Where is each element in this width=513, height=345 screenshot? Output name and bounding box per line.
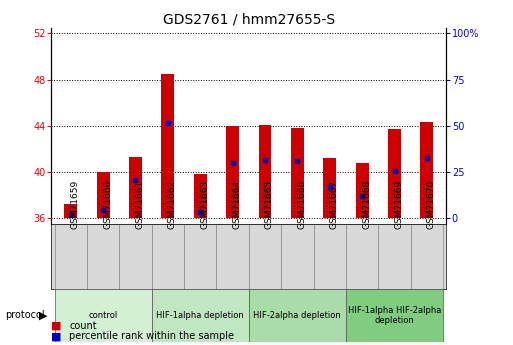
Text: ■: ■: [51, 332, 62, 341]
Text: GSM71660: GSM71660: [103, 180, 112, 229]
Bar: [346, 289, 443, 342]
Bar: [120, 224, 152, 289]
Text: GSM71668: GSM71668: [362, 180, 371, 229]
Text: ▶: ▶: [38, 310, 47, 321]
Bar: [54, 224, 87, 289]
Bar: [249, 224, 281, 289]
Bar: [194, 174, 207, 218]
Bar: [226, 126, 239, 218]
Text: GSM71669: GSM71669: [394, 180, 404, 229]
Text: GSM71663: GSM71663: [200, 180, 209, 229]
Bar: [152, 289, 249, 342]
Bar: [64, 204, 77, 218]
Text: protocol: protocol: [5, 310, 45, 321]
Bar: [162, 74, 174, 218]
Bar: [96, 172, 110, 218]
Bar: [346, 224, 378, 289]
Bar: [249, 289, 346, 342]
Bar: [313, 224, 346, 289]
Text: GSM71670: GSM71670: [427, 180, 436, 229]
Bar: [356, 162, 369, 218]
Text: HIF-1alpha HIF-2alpha
depletion: HIF-1alpha HIF-2alpha depletion: [348, 306, 441, 325]
Bar: [259, 125, 271, 218]
Text: ■: ■: [51, 321, 62, 331]
Text: HIF-2alpha depletion: HIF-2alpha depletion: [253, 311, 341, 320]
Bar: [411, 224, 443, 289]
Bar: [152, 224, 184, 289]
Text: GSM71665: GSM71665: [265, 180, 274, 229]
Text: percentile rank within the sample: percentile rank within the sample: [69, 332, 234, 341]
Bar: [54, 289, 152, 342]
Bar: [281, 224, 313, 289]
Text: GSM71659: GSM71659: [71, 180, 80, 229]
Bar: [421, 122, 433, 218]
Text: control: control: [88, 311, 117, 320]
Bar: [388, 129, 401, 218]
Text: HIF-1alpha depletion: HIF-1alpha depletion: [156, 311, 244, 320]
Bar: [87, 224, 120, 289]
Bar: [184, 224, 216, 289]
Bar: [216, 224, 249, 289]
Text: GSM71666: GSM71666: [298, 180, 306, 229]
Text: count: count: [69, 321, 97, 331]
Text: GSM71664: GSM71664: [232, 180, 242, 229]
Bar: [323, 158, 336, 218]
Bar: [378, 224, 411, 289]
Bar: [129, 157, 142, 218]
Text: GSM71662: GSM71662: [168, 180, 177, 229]
Title: GDS2761 / hmm27655-S: GDS2761 / hmm27655-S: [163, 12, 335, 27]
Text: GSM71667: GSM71667: [330, 180, 339, 229]
Bar: [291, 128, 304, 218]
Text: GSM71661: GSM71661: [135, 180, 145, 229]
